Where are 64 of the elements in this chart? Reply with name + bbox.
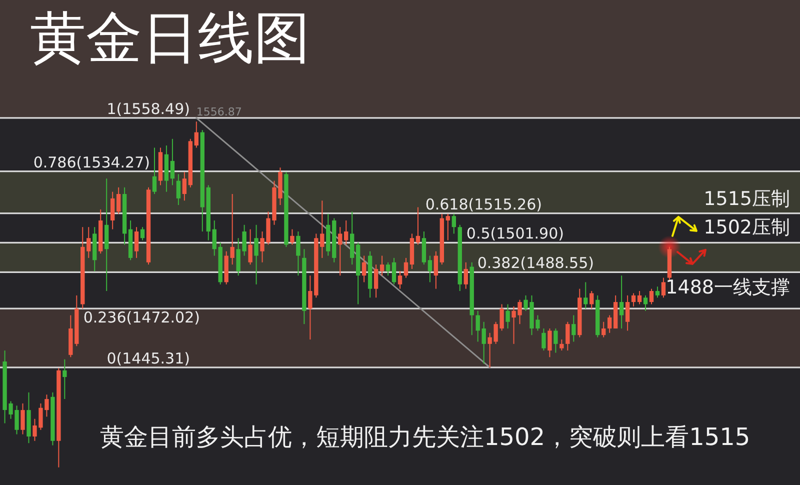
candlestick: [464, 262, 468, 290]
candlestick: [152, 147, 157, 194]
candlestick: [661, 277, 666, 298]
candlestick: [601, 321, 606, 338]
annotation: 1515压制: [704, 188, 790, 210]
ref-line-label: 0.382(1488.55): [477, 254, 594, 272]
candlestick: [446, 213, 450, 241]
ref-line-label: 1(1558.49): [106, 100, 190, 118]
chart-title: 黄金日线图: [30, 6, 310, 71]
candlestick: [338, 226, 342, 276]
ref-line-label: 0.236(1472.02): [83, 308, 200, 327]
candlestick: [86, 226, 91, 258]
candlestick: [248, 228, 252, 266]
candlestick: [637, 290, 642, 305]
candlestick: [548, 328, 552, 358]
candlestick: [374, 264, 378, 298]
candlestick: [643, 294, 648, 312]
candlestick: [572, 314, 576, 342]
annotation: 1556.87: [196, 106, 242, 119]
candlestick: [380, 255, 384, 276]
ref-line-label: 0.5(1501.90): [466, 224, 564, 243]
candlestick: [62, 358, 67, 400]
candlestick: [296, 230, 300, 276]
candlestick: [392, 257, 396, 285]
candlestick: [290, 228, 294, 246]
candlestick: [254, 224, 258, 285]
candlestick: [362, 255, 366, 283]
candlestick: [607, 314, 612, 334]
candlestick: [212, 220, 216, 256]
candlestick: [560, 339, 564, 352]
candlestick: [584, 282, 588, 310]
candlestick: [110, 191, 115, 230]
candlestick: [631, 292, 636, 307]
candlestick: [590, 290, 594, 310]
candlestick: [655, 286, 660, 298]
candlestick: [344, 220, 348, 246]
candlestick: [140, 226, 145, 241]
candlestick: [194, 121, 199, 148]
candlestick: [20, 402, 25, 435]
ref-line-label: 0(1445.31): [106, 349, 190, 368]
candlestick: [428, 255, 432, 283]
candlestick: [452, 213, 456, 234]
candlestick: [506, 304, 510, 329]
ref-line-label: 0.618(1515.26): [425, 195, 542, 214]
candlestick: [649, 288, 654, 305]
candlestick: [554, 328, 558, 354]
candlestick: [182, 171, 187, 202]
candlestick: [542, 328, 546, 352]
candlestick: [170, 138, 175, 186]
ref-line-label: 0.786(1534.27): [33, 153, 150, 172]
annotation: 黄金目前多头占优，短期阻力先关注1502，突破则上看1515: [100, 423, 750, 451]
candlestick: [398, 270, 402, 290]
candlestick: [416, 206, 420, 246]
candlestick: [625, 294, 630, 332]
candlestick: [386, 262, 390, 276]
candlestick: [134, 226, 139, 258]
candlestick: [619, 275, 624, 329]
annotation: 1502压制: [704, 216, 790, 238]
candlestick: [566, 321, 570, 352]
candlestick: [404, 257, 408, 278]
annotation: 1488一线支撑: [666, 276, 790, 298]
candlestick: [434, 250, 438, 290]
candlestick: [116, 186, 121, 214]
candlestick: [176, 174, 181, 206]
